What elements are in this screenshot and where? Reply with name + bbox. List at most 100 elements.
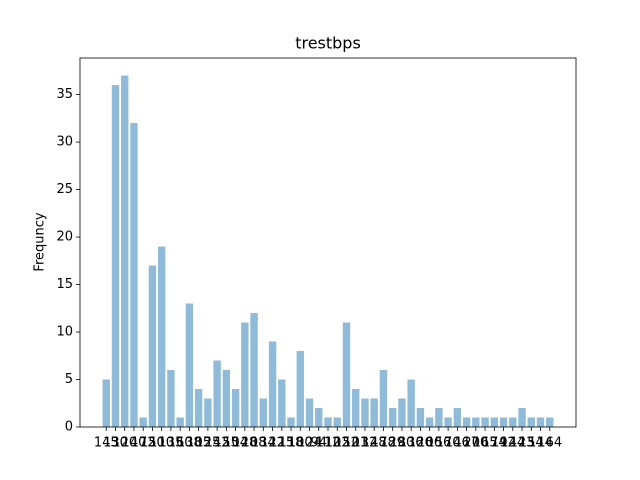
bar <box>481 417 489 427</box>
bar <box>296 351 304 427</box>
bar <box>157 246 166 427</box>
x-tick-label: 144 <box>500 436 525 451</box>
bar <box>435 408 443 427</box>
bar <box>462 417 471 427</box>
x-tick-label: 160 <box>168 436 193 451</box>
x-tick-label: 140 <box>122 436 147 451</box>
x-tick-label: 165 <box>473 436 498 451</box>
plot-frame <box>79 57 577 428</box>
bar <box>222 370 231 427</box>
bar <box>148 265 157 427</box>
x-tick-label: 154 <box>519 436 544 451</box>
chart-title: trestbps <box>295 34 361 53</box>
bar <box>241 322 249 427</box>
bar <box>425 417 434 427</box>
x-tick-label: 145 <box>94 436 119 451</box>
x-tick-label: 108 <box>242 436 267 451</box>
bar <box>204 398 212 427</box>
x-tick-label: 170 <box>436 436 461 451</box>
x-tick-label: 136 <box>399 436 424 451</box>
bar <box>121 75 129 428</box>
bar <box>231 389 240 427</box>
x-tick-label: 164 <box>537 436 562 451</box>
bar <box>130 123 138 428</box>
x-tick-label: 94 <box>310 436 327 451</box>
bar <box>176 417 184 427</box>
bar <box>453 408 462 427</box>
bar <box>167 370 175 427</box>
x-tick-label: 104 <box>223 436 248 451</box>
bar <box>370 398 378 427</box>
x-tick-label: 105 <box>186 436 211 451</box>
x-tick-label: 118 <box>279 436 304 451</box>
bar <box>342 322 351 427</box>
x-tick-label: 132 <box>353 436 378 451</box>
x-tick-label: 110 <box>149 436 174 451</box>
y-tick-label: 25 <box>56 182 73 197</box>
bar <box>268 341 277 427</box>
x-tick-label: 155 <box>214 436 239 451</box>
x-tick-label: 117 <box>454 436 479 451</box>
x-tick-label: 156 <box>426 436 451 451</box>
bar <box>518 408 526 427</box>
x-tick-label: 142 <box>205 436 230 451</box>
x-tick-label: 180 <box>390 436 415 451</box>
bar <box>472 417 480 427</box>
bar <box>388 408 397 427</box>
x-tick-label: 192 <box>491 436 516 451</box>
bar <box>139 417 147 427</box>
bar <box>444 417 452 427</box>
bar <box>185 303 194 427</box>
y-tick-label: 15 <box>56 277 73 292</box>
bar <box>213 360 221 427</box>
bar <box>379 370 388 427</box>
bar <box>305 398 314 427</box>
bar <box>250 313 258 427</box>
x-tick-label: 120 <box>112 436 137 451</box>
y-tick-label: 0 <box>65 420 73 435</box>
x-tick-label: 125 <box>195 436 220 451</box>
x-tick-label: 101 <box>343 436 368 451</box>
x-tick-label: 115 <box>269 436 294 451</box>
x-tick-label: 100 <box>288 436 313 451</box>
bar <box>546 417 554 427</box>
bar <box>333 417 341 427</box>
y-tick-label: 30 <box>56 135 73 150</box>
bar <box>499 417 508 427</box>
bar <box>527 417 535 427</box>
x-tick-label: 146 <box>445 436 470 451</box>
y-tick-label: 5 <box>65 372 73 387</box>
bar <box>324 417 332 427</box>
bar <box>536 417 545 427</box>
bar <box>509 417 517 427</box>
bar <box>352 389 360 427</box>
x-tick-label: 114 <box>528 436 553 451</box>
x-tick-label: 122 <box>260 436 285 451</box>
bar <box>194 389 203 427</box>
y-tick-label: 35 <box>56 87 73 102</box>
x-tick-label: 150 <box>140 436 165 451</box>
x-tick-label: 126 <box>408 436 433 451</box>
x-tick-label: 102 <box>325 436 350 451</box>
bar <box>315 408 323 427</box>
bar <box>111 85 120 428</box>
x-tick-label: 130 <box>103 436 128 451</box>
y-tick-label: 10 <box>56 325 73 340</box>
x-tick-label: 106 <box>417 436 442 451</box>
x-tick-label: 123 <box>510 436 535 451</box>
bar <box>398 398 406 427</box>
x-tick-label: 200 <box>463 436 488 451</box>
bar <box>416 408 425 427</box>
x-tick-label: 135 <box>159 436 184 451</box>
x-tick-label: 128 <box>232 436 257 451</box>
bar <box>278 379 286 427</box>
x-tick-label: 178 <box>371 436 396 451</box>
y-axis-label: Frequncy <box>33 212 48 271</box>
x-tick-label: 152 <box>334 436 359 451</box>
bar <box>407 379 415 427</box>
bar <box>102 379 110 427</box>
x-tick-label: 138 <box>177 436 202 451</box>
x-tick-label: 129 <box>380 436 405 451</box>
